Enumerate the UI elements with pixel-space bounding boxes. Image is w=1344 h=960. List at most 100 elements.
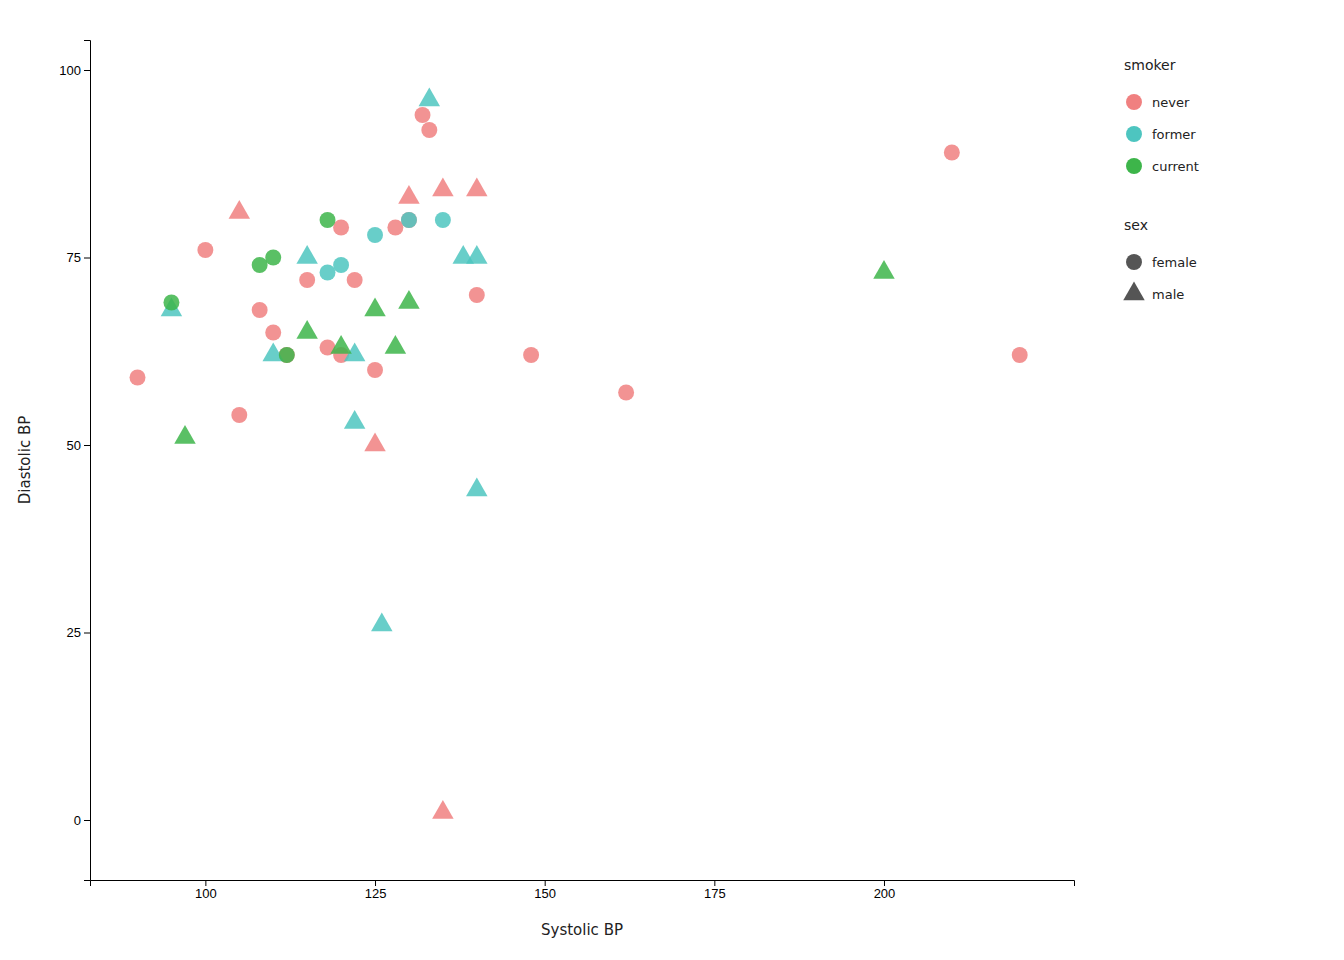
legend-label: former bbox=[1152, 127, 1196, 142]
legend-marker bbox=[1126, 94, 1142, 110]
point bbox=[265, 250, 281, 266]
points bbox=[130, 88, 1028, 819]
point bbox=[330, 335, 351, 354]
point bbox=[873, 260, 894, 279]
series bbox=[163, 212, 894, 444]
point bbox=[466, 478, 487, 497]
legend-label: current bbox=[1152, 159, 1199, 174]
legend: smokerneverformercurrent bbox=[1124, 57, 1199, 174]
point bbox=[387, 220, 403, 236]
point bbox=[130, 370, 146, 386]
tick: 200 bbox=[874, 880, 896, 901]
y-axis: 0 25 50 75 100 bbox=[59, 41, 90, 881]
tick-label: 50 bbox=[67, 438, 81, 453]
point bbox=[174, 425, 195, 444]
point bbox=[231, 407, 247, 423]
point bbox=[344, 410, 365, 429]
legend-item: never bbox=[1126, 94, 1190, 110]
point bbox=[320, 265, 336, 281]
point bbox=[523, 347, 539, 363]
tick-label: 0 bbox=[74, 813, 81, 828]
point bbox=[296, 320, 317, 339]
point bbox=[229, 200, 250, 219]
tick-mark bbox=[84, 445, 90, 446]
tick: 150 bbox=[534, 880, 556, 901]
tick-mark bbox=[84, 258, 90, 259]
point bbox=[415, 107, 431, 123]
tick-label: 100 bbox=[59, 63, 81, 78]
point bbox=[296, 245, 317, 264]
tick: 25 bbox=[67, 625, 90, 640]
series bbox=[130, 107, 1028, 819]
point bbox=[163, 295, 179, 311]
point bbox=[466, 178, 487, 197]
point bbox=[385, 335, 406, 354]
legend-item: female bbox=[1126, 254, 1197, 270]
point bbox=[252, 302, 268, 318]
tick-mark bbox=[884, 880, 885, 886]
point bbox=[466, 245, 487, 264]
tick-label: 75 bbox=[67, 250, 81, 265]
x-axis-title: Systolic BP bbox=[541, 921, 623, 939]
tick-label: 100 bbox=[195, 886, 217, 901]
legend-label: never bbox=[1152, 95, 1190, 110]
legend-marker bbox=[1123, 282, 1144, 301]
point bbox=[364, 298, 385, 317]
legend-label: female bbox=[1152, 255, 1197, 270]
tick-label: 125 bbox=[365, 886, 387, 901]
point bbox=[1012, 347, 1028, 363]
tick: 75 bbox=[67, 250, 90, 265]
point bbox=[432, 800, 453, 819]
point bbox=[618, 385, 634, 401]
tick: 100 bbox=[195, 880, 217, 901]
point bbox=[398, 185, 419, 204]
point bbox=[419, 88, 440, 107]
chart: 1001251501752000255075100Systolic BPDias… bbox=[0, 0, 1344, 960]
tick-mark bbox=[84, 633, 90, 634]
legend-item: male bbox=[1123, 282, 1184, 302]
tick-mark bbox=[375, 880, 376, 886]
axis-line bbox=[91, 881, 1075, 887]
tick: 125 bbox=[365, 880, 387, 901]
point bbox=[401, 212, 417, 228]
point bbox=[421, 122, 437, 138]
tick-label: 175 bbox=[704, 886, 726, 901]
tick-mark bbox=[84, 70, 90, 71]
point bbox=[364, 433, 385, 452]
legend-marker bbox=[1126, 158, 1142, 174]
series bbox=[161, 88, 488, 632]
point bbox=[371, 613, 392, 632]
tick-label: 200 bbox=[874, 886, 896, 901]
legend-marker bbox=[1126, 254, 1142, 270]
point bbox=[944, 145, 960, 161]
plot: 1001251501752000255075100Systolic BPDias… bbox=[16, 41, 1075, 940]
tick: 50 bbox=[67, 438, 90, 453]
tick-mark bbox=[545, 880, 546, 886]
tick: 175 bbox=[704, 880, 726, 901]
point bbox=[347, 272, 363, 288]
point bbox=[333, 257, 349, 273]
axis-line bbox=[84, 41, 91, 881]
point bbox=[197, 242, 213, 258]
point bbox=[333, 220, 349, 236]
point bbox=[469, 287, 485, 303]
point bbox=[279, 347, 295, 363]
legend-item: former bbox=[1126, 126, 1196, 142]
point bbox=[265, 325, 281, 341]
tick: 100 bbox=[59, 63, 90, 78]
legend-marker bbox=[1126, 126, 1142, 142]
point bbox=[320, 212, 336, 228]
tick-mark bbox=[205, 880, 206, 886]
legend-label: male bbox=[1152, 287, 1184, 302]
tick-label: 25 bbox=[67, 625, 81, 640]
tick-mark bbox=[84, 820, 90, 821]
legend: sexfemalemale bbox=[1123, 217, 1197, 302]
legend-item: current bbox=[1126, 158, 1199, 174]
point bbox=[401, 212, 417, 228]
point bbox=[367, 362, 383, 378]
point bbox=[279, 347, 295, 363]
x-axis: 100 125 150 175 200 bbox=[91, 880, 1075, 901]
tick: 0 bbox=[74, 813, 90, 828]
point bbox=[435, 212, 451, 228]
tick-label: 150 bbox=[534, 886, 556, 901]
